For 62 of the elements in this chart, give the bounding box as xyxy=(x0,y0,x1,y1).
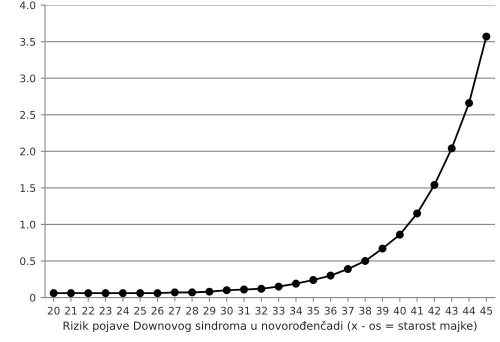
y-tick-label: 3.5 xyxy=(20,38,36,46)
point xyxy=(188,288,196,296)
x-tick-label: 44 xyxy=(462,306,476,314)
point xyxy=(361,256,370,265)
point xyxy=(482,32,490,41)
point xyxy=(154,289,162,298)
y-tick-label: 0 xyxy=(30,294,36,302)
x-tick-label: 41 xyxy=(410,306,423,314)
x-tick-label: 38 xyxy=(359,306,372,315)
point xyxy=(309,276,318,284)
x-tick-label: 23 xyxy=(100,306,112,315)
x-tick-label: 34 xyxy=(290,306,302,315)
point xyxy=(344,265,352,274)
x-tick-label: 42 xyxy=(428,306,440,314)
point xyxy=(84,289,92,298)
point xyxy=(257,284,266,293)
x-tick-label: 25 xyxy=(134,306,146,315)
point xyxy=(378,244,386,253)
x-tick-label: 39 xyxy=(376,306,388,315)
x-tick-label: 35 xyxy=(307,306,319,315)
y-tick-label: 3.0 xyxy=(20,74,36,82)
point xyxy=(170,288,179,296)
x-tick-label: 43 xyxy=(446,306,458,315)
point xyxy=(118,289,127,298)
point xyxy=(326,272,335,280)
point xyxy=(396,230,404,239)
y-tick-label: 2.0 xyxy=(20,148,36,156)
x-axis-title: Rizik pojave Downovog sindroma u novorođenčadi (x - os = starost majke) xyxy=(64,320,476,332)
point xyxy=(102,289,110,298)
x-tick-label: 40 xyxy=(394,306,406,315)
x-tick-label: 27 xyxy=(168,306,181,314)
x-tick-label: 21 xyxy=(65,306,77,314)
y-tick-label: 1.0 xyxy=(20,220,36,229)
y-tick-label: 2.5 xyxy=(20,111,36,119)
point xyxy=(50,289,58,298)
point xyxy=(66,289,75,298)
point xyxy=(274,282,283,291)
x-tick-label: 45 xyxy=(480,306,492,315)
x-tick-label: 37 xyxy=(342,306,354,315)
x-tick-label: 26 xyxy=(152,306,164,315)
x-tick-label: 29 xyxy=(204,306,216,315)
point xyxy=(240,286,248,294)
x-tick-label: 32 xyxy=(256,306,267,315)
y-tick-label: 0.5 xyxy=(20,257,36,266)
point xyxy=(465,99,474,108)
x-tick-label: 24 xyxy=(117,306,129,314)
y-tick-label: 4.0 xyxy=(20,1,36,10)
x-tick-label: 22 xyxy=(82,306,94,314)
x-tick-label: 20 xyxy=(48,306,60,315)
point xyxy=(413,209,422,218)
x-tick-label: 30 xyxy=(220,306,233,315)
point xyxy=(430,180,438,189)
x-tick-label: 33 xyxy=(272,306,284,315)
y-tick-label: 1.5 xyxy=(20,184,36,192)
point xyxy=(292,280,300,288)
point xyxy=(448,144,456,152)
point xyxy=(136,289,144,298)
x-tick-label: 36 xyxy=(324,306,337,315)
point xyxy=(222,286,231,294)
x-tick-label: 28 xyxy=(186,306,198,315)
point xyxy=(205,288,214,296)
x-tick-label: 31 xyxy=(238,306,250,315)
